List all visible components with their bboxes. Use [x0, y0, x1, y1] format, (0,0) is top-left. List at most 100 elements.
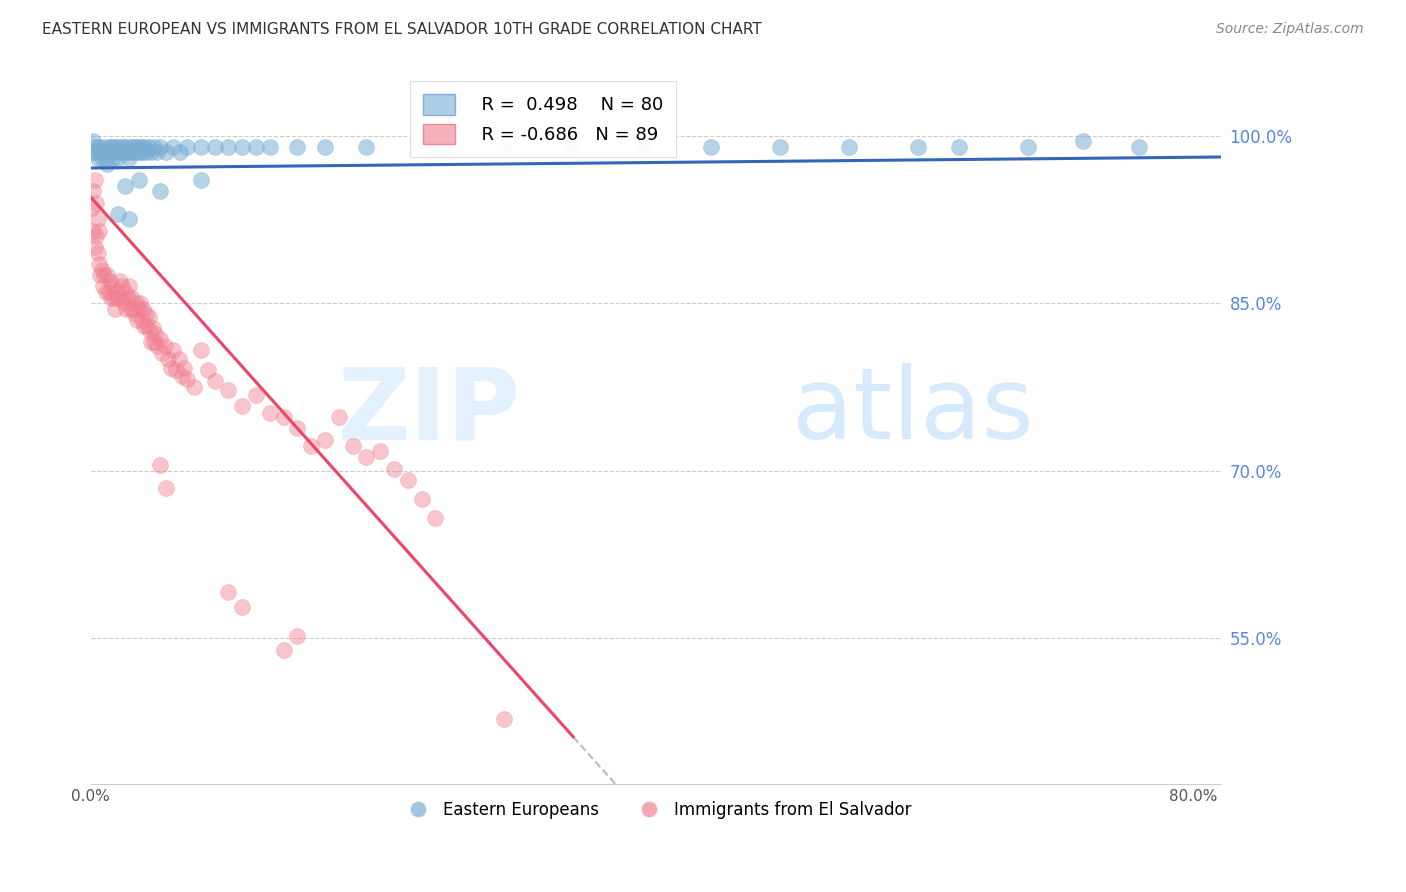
- Point: [155, 145, 177, 160]
- Point: [122, 301, 145, 316]
- Point: [87, 140, 110, 154]
- Point: [425, 140, 447, 154]
- Point: [118, 151, 141, 165]
- Point: [98, 145, 121, 160]
- Point: [111, 145, 134, 160]
- Legend: Eastern Europeans, Immigrants from El Salvador: Eastern Europeans, Immigrants from El Sa…: [394, 794, 918, 825]
- Text: ZIP: ZIP: [337, 363, 520, 460]
- Point: [183, 380, 205, 394]
- Point: [273, 642, 295, 657]
- Point: [86, 246, 108, 260]
- Point: [103, 291, 125, 305]
- Point: [94, 285, 117, 299]
- Point: [122, 140, 145, 154]
- Point: [273, 410, 295, 425]
- Point: [100, 291, 122, 305]
- Point: [907, 140, 929, 154]
- Point: [125, 296, 148, 310]
- Point: [141, 335, 163, 350]
- Point: [93, 145, 115, 160]
- Point: [108, 274, 131, 288]
- Point: [148, 332, 170, 346]
- Point: [129, 296, 152, 310]
- Point: [176, 140, 198, 154]
- Point: [411, 491, 433, 506]
- Point: [143, 140, 166, 154]
- Point: [287, 421, 309, 435]
- Point: [82, 223, 104, 237]
- Point: [89, 145, 111, 160]
- Point: [83, 145, 105, 160]
- Point: [132, 301, 155, 316]
- Point: [170, 368, 193, 383]
- Point: [1128, 140, 1150, 154]
- Point: [382, 461, 405, 475]
- Point: [245, 140, 267, 154]
- Point: [135, 145, 157, 160]
- Point: [153, 339, 176, 353]
- Point: [134, 140, 156, 154]
- Point: [314, 140, 336, 154]
- Point: [84, 195, 107, 210]
- Point: [218, 140, 240, 154]
- Point: [159, 361, 181, 376]
- Point: [131, 313, 153, 327]
- Point: [128, 301, 150, 316]
- Point: [204, 375, 226, 389]
- Point: [107, 207, 129, 221]
- Point: [190, 173, 212, 187]
- Point: [115, 301, 138, 316]
- Point: [86, 212, 108, 227]
- Point: [108, 145, 131, 160]
- Point: [104, 145, 127, 160]
- Point: [948, 140, 970, 154]
- Point: [138, 310, 160, 324]
- Point: [127, 313, 149, 327]
- Point: [83, 240, 105, 254]
- Point: [91, 140, 114, 154]
- Point: [156, 352, 179, 367]
- Point: [231, 140, 253, 154]
- Point: [143, 335, 166, 350]
- Point: [124, 307, 146, 321]
- Point: [117, 145, 139, 160]
- Point: [165, 363, 187, 377]
- Point: [97, 140, 120, 154]
- Point: [131, 140, 153, 154]
- Point: [84, 140, 107, 154]
- Point: [562, 140, 585, 154]
- Point: [114, 145, 136, 160]
- Point: [299, 439, 322, 453]
- Point: [80, 201, 103, 215]
- Point: [167, 352, 190, 367]
- Point: [128, 173, 150, 187]
- Point: [90, 262, 112, 277]
- Point: [169, 145, 191, 160]
- Point: [631, 140, 654, 154]
- Point: [107, 151, 129, 165]
- Point: [838, 140, 860, 154]
- Point: [142, 320, 165, 334]
- Point: [94, 151, 117, 165]
- Point: [141, 145, 163, 160]
- Point: [173, 361, 195, 376]
- Point: [190, 140, 212, 154]
- Point: [259, 406, 281, 420]
- Point: [104, 301, 127, 316]
- Point: [118, 279, 141, 293]
- Point: [127, 145, 149, 160]
- Point: [87, 257, 110, 271]
- Point: [148, 185, 170, 199]
- Point: [155, 481, 177, 495]
- Point: [97, 285, 120, 299]
- Point: [114, 178, 136, 193]
- Point: [287, 140, 309, 154]
- Point: [128, 140, 150, 154]
- Point: [124, 145, 146, 160]
- Point: [112, 296, 135, 310]
- Point: [139, 324, 162, 338]
- Point: [396, 473, 419, 487]
- Point: [93, 268, 115, 283]
- Point: [1017, 140, 1039, 154]
- Point: [98, 274, 121, 288]
